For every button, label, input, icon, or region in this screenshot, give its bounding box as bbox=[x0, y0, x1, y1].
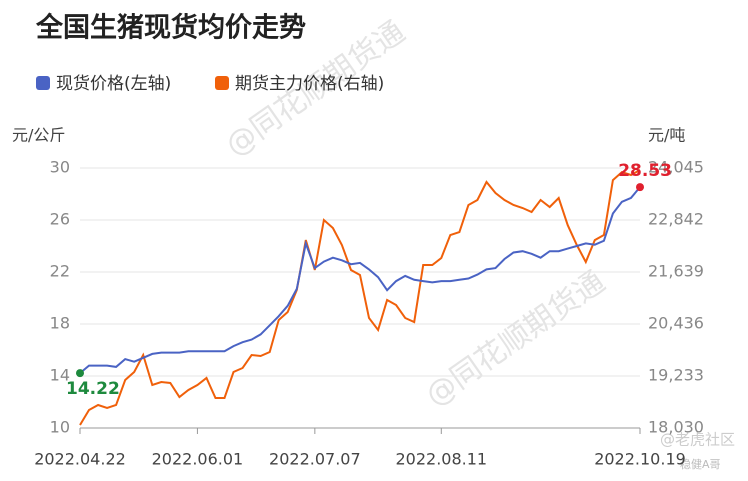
legend-swatch bbox=[215, 76, 229, 90]
watermark: 稳健A哥 bbox=[680, 457, 721, 471]
x-tick-label: 2022.08.11 bbox=[395, 450, 487, 469]
value-label: 14.22 bbox=[66, 379, 120, 399]
x-tick-label: 2022.04.22 bbox=[34, 450, 126, 469]
legend-label: 现货价格(左轴) bbox=[56, 74, 171, 94]
series-line bbox=[79, 186, 641, 374]
y2-tick-label: 20,436 bbox=[648, 314, 704, 333]
watermark: @老虎社区 bbox=[660, 431, 735, 449]
y2-tick-label: 24,045 bbox=[648, 158, 704, 177]
legend-label: 期货主力价格(右轴) bbox=[235, 74, 384, 94]
x-tick-label: 2022.06.01 bbox=[152, 450, 244, 469]
point-marker bbox=[636, 183, 644, 192]
y-tick-label: 30 bbox=[50, 158, 70, 177]
y-tick-label: 26 bbox=[50, 210, 70, 229]
point-marker bbox=[76, 369, 84, 378]
y2-tick-label: 22,842 bbox=[648, 210, 704, 229]
y2-axis-unit: 元/吨 bbox=[648, 126, 685, 145]
value-label: 28.53 bbox=[618, 161, 672, 181]
y-tick-label: 14 bbox=[50, 366, 70, 385]
series-line bbox=[79, 169, 641, 426]
y-tick-label: 22 bbox=[50, 262, 70, 281]
x-tick-label: 2022.07.07 bbox=[269, 450, 361, 469]
x-tick-label: 2022.10.19 bbox=[594, 450, 686, 469]
y-axis-unit: 元/公斤 bbox=[12, 126, 65, 145]
y2-tick-label: 19,233 bbox=[648, 366, 704, 385]
watermark: @同花顺期货通 bbox=[419, 264, 611, 413]
chart-title: 全国生猪现货均价走势 bbox=[35, 12, 306, 44]
y-tick-label: 10 bbox=[50, 418, 70, 437]
y2-tick-label: 18,030 bbox=[648, 418, 704, 437]
y-tick-label: 18 bbox=[50, 314, 70, 333]
legend-swatch bbox=[36, 76, 50, 90]
y2-tick-label: 21,639 bbox=[648, 262, 704, 281]
